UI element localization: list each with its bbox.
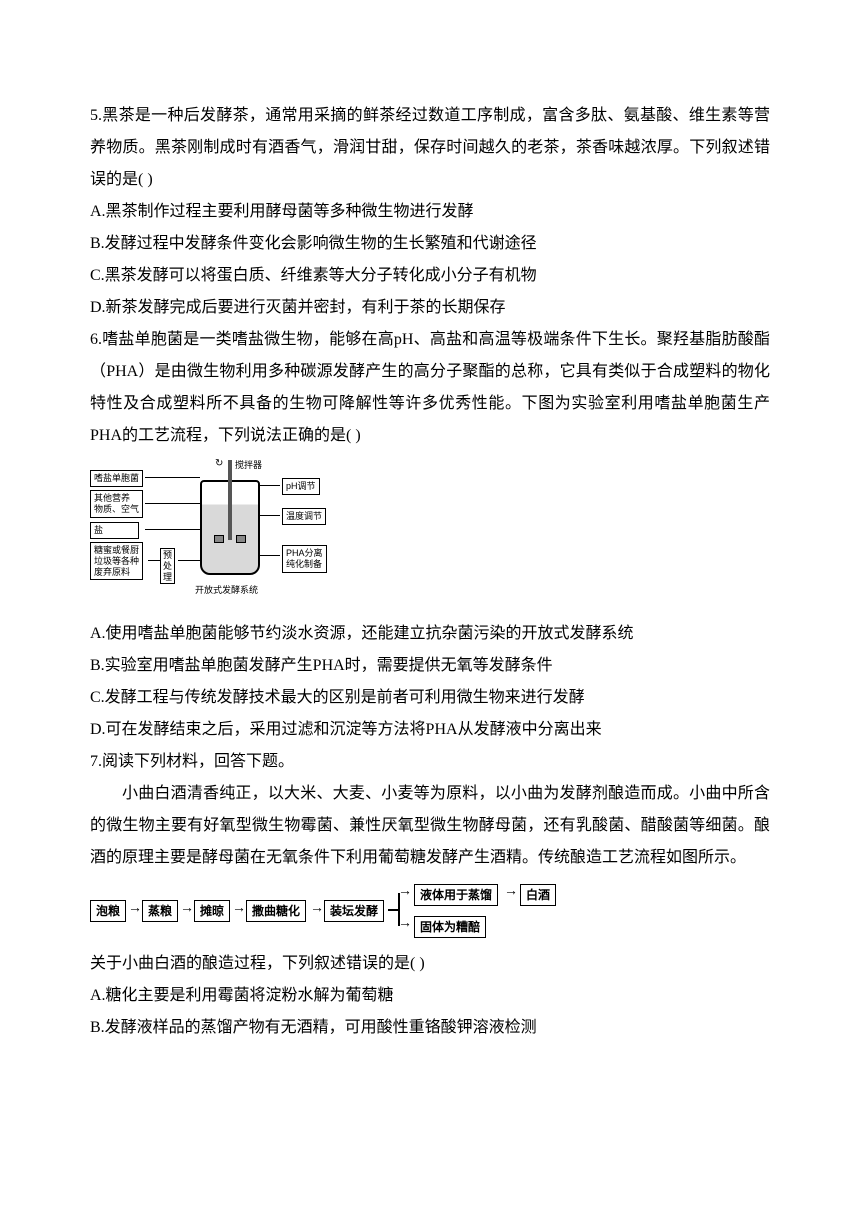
- d1-stirrer-label: 搅拌器: [235, 460, 262, 471]
- d2-step-3: 摊晾: [194, 900, 230, 922]
- d2-step-1: 泡粮: [90, 900, 126, 922]
- q6-option-b: B.实验室用嗜盐单胞菌发酵产生PHA时，需要提供无氧等发酵条件: [90, 650, 770, 682]
- q6-option-c: C.发酵工程与传统发酵技术最大的区别是前者可利用微生物来进行发酵: [90, 682, 770, 714]
- q6-diagram: 嗜盐单胞菌 其他营养 物质、空气 盐 糖蜜或餐厨 垃圾等各种 废弃原料 预 处 …: [90, 460, 770, 610]
- q5-option-c: C.黑茶发酵可以将蛋白质、纤维素等大分子转化成小分子有机物: [90, 260, 770, 292]
- d1-box-salt: 盐: [90, 522, 139, 539]
- q7-option-a: A.糖化主要是利用霉菌将淀粉水解为葡萄糖: [90, 980, 770, 1012]
- q7-passage: 小曲白酒清香纯正，以大米、大麦、小麦等为原料，以小曲为发酵剂酿造而成。小曲中所含…: [90, 778, 770, 874]
- d1-temp-label: 温度调节: [282, 508, 326, 525]
- d1-box-bacteria: 嗜盐单胞菌: [90, 470, 143, 487]
- d2-branch-top-1: 液体用于蒸馏: [414, 884, 498, 906]
- d2-step-5: 装坛发酵: [324, 900, 384, 922]
- q6-option-d: D.可在发酵结束之后，采用过滤和沉淀等方法将PHA从发酵液中分离出来: [90, 714, 770, 746]
- d2-branch-bottom: 固体为糟醅: [414, 916, 486, 938]
- q6-option-a: A.使用嗜盐单胞菌能够节约淡水资源，还能建立抗杂菌污染的开放式发酵系统: [90, 618, 770, 650]
- d1-pha-label: PHA分离 纯化制备: [282, 545, 327, 573]
- d1-caption: 开放式发酵系统: [195, 585, 258, 596]
- q7-option-b: B.发酵液样品的蒸馏产物有无酒精，可用酸性重铬酸钾溶液检测: [90, 1012, 770, 1044]
- q7-diagram: 泡粮 → 蒸粮 → 摊晾 → 撒曲糖化 → 装坛发酵 → → 液体用于蒸馏 → …: [90, 882, 770, 940]
- q7-stem2: 关于小曲白酒的酿造过程，下列叙述错误的是( ): [90, 948, 770, 980]
- q5-stem: 5.黑茶是一种后发酵茶，通常用采摘的鲜茶经过数道工序制成，富含多肽、氨基酸、维生…: [90, 100, 770, 196]
- q5-option-d: D.新茶发酵完成后要进行灭菌并密封，有利于茶的长期保存: [90, 292, 770, 324]
- d1-box-waste: 糖蜜或餐厨 垃圾等各种 废弃原料: [90, 542, 143, 580]
- d1-box-nutrients: 其他营养 物质、空气: [90, 490, 143, 518]
- d2-branch-top-2: 白酒: [520, 884, 556, 906]
- q5-option-b: B.发酵过程中发酵条件变化会影响微生物的生长繁殖和代谢途径: [90, 228, 770, 260]
- d2-step-4: 撒曲糖化: [246, 900, 306, 922]
- q6-stem: 6.嗜盐单胞菌是一类嗜盐微生物，能够在高pH、高盐和高温等极端条件下生长。聚羟基…: [90, 324, 770, 452]
- q5-option-a: A.黑茶制作过程主要利用酵母菌等多种微生物进行发酵: [90, 196, 770, 228]
- d2-step-2: 蒸粮: [142, 900, 178, 922]
- d1-ph-label: pH调节: [282, 478, 320, 495]
- d1-box-pretreat: 预 处 理: [160, 548, 175, 584]
- q7-stem: 7.阅读下列材料，回答下题。: [90, 746, 770, 778]
